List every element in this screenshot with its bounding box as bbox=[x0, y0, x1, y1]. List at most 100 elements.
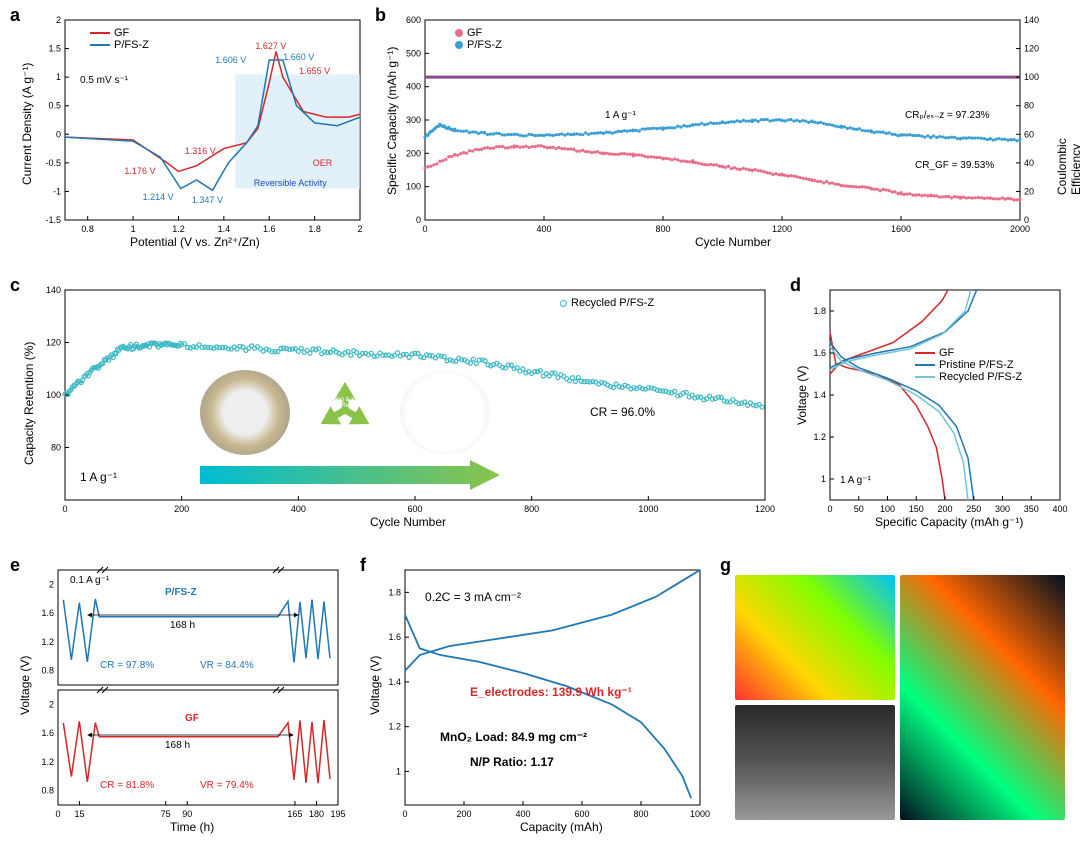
legend-a-pfsz: P/FS-Z bbox=[90, 39, 149, 51]
svg-text:2: 2 bbox=[49, 579, 54, 589]
svg-text:2000: 2000 bbox=[1010, 224, 1030, 234]
svg-text:0: 0 bbox=[62, 504, 67, 514]
svg-text:1.6: 1.6 bbox=[263, 224, 276, 234]
panel-e-bot-label: GF bbox=[185, 713, 199, 724]
panel-b-xlabel: Cycle Number bbox=[695, 235, 771, 249]
svg-text:2: 2 bbox=[49, 699, 54, 709]
svg-text:350: 350 bbox=[1024, 504, 1039, 514]
svg-text:1.4: 1.4 bbox=[813, 390, 826, 400]
gradient-arrow bbox=[200, 460, 500, 490]
svg-text:1.2: 1.2 bbox=[813, 432, 826, 442]
panel-e-ylabel: Voltage (V) bbox=[18, 656, 32, 715]
panel-c-cr: CR = 96.0% bbox=[590, 405, 655, 419]
svg-text:40: 40 bbox=[1024, 158, 1034, 168]
svg-text:150: 150 bbox=[909, 504, 924, 514]
panel-d-chart: 050100150200250300350400 11.21.41.61.8 bbox=[830, 290, 1060, 500]
svg-text:1600: 1600 bbox=[891, 224, 911, 234]
svg-text:15: 15 bbox=[75, 809, 85, 819]
svg-text:100: 100 bbox=[406, 182, 421, 192]
svg-text:1200: 1200 bbox=[755, 504, 775, 514]
svg-text:1000: 1000 bbox=[638, 504, 658, 514]
svg-text:-1.5: -1.5 bbox=[45, 215, 61, 225]
svg-text:1: 1 bbox=[131, 224, 136, 234]
svg-text:-0.5: -0.5 bbox=[45, 158, 61, 168]
panel-b-ylabel-right: Coulombic Efficiency (%) bbox=[1055, 138, 1080, 195]
svg-text:2: 2 bbox=[357, 224, 362, 234]
svg-text:140: 140 bbox=[46, 285, 61, 295]
panel-c-rate: 1 A g⁻¹ bbox=[80, 470, 117, 484]
legend-a-gf: GF bbox=[90, 27, 149, 39]
svg-text:180: 180 bbox=[309, 809, 324, 819]
panel-f-ylabel: Voltage (V) bbox=[368, 656, 382, 715]
svg-text:1: 1 bbox=[821, 474, 826, 484]
svg-text:600: 600 bbox=[407, 504, 422, 514]
panel-c-photo-before bbox=[200, 370, 290, 455]
svg-text:500: 500 bbox=[406, 48, 421, 58]
svg-text:1200: 1200 bbox=[772, 224, 792, 234]
svg-text:600: 600 bbox=[574, 809, 589, 819]
legend-d-pr: Pristine P/FS-Z bbox=[915, 359, 1022, 371]
svg-text:1.5: 1.5 bbox=[48, 44, 61, 54]
panel-e-bot-vr: VR = 79.4% bbox=[200, 780, 254, 791]
svg-text:1000: 1000 bbox=[690, 809, 710, 819]
legend-d-re: Recycled P/FS-Z bbox=[915, 371, 1022, 383]
svg-text:400: 400 bbox=[406, 82, 421, 92]
panel-d-xlabel: Specific Capacity (mAh g⁻¹) bbox=[875, 515, 1023, 529]
svg-text:300: 300 bbox=[995, 504, 1010, 514]
panel-e-xlabel: Time (h) bbox=[170, 820, 214, 834]
panel-c-label: c bbox=[10, 275, 20, 296]
panel-b-rate: 1 A g⁻¹ bbox=[605, 110, 636, 121]
panel-b-ylabel-left: Specific Capacity (mAh g⁻¹) bbox=[385, 47, 399, 195]
svg-text:400: 400 bbox=[1052, 504, 1067, 514]
svg-text:1.8: 1.8 bbox=[308, 224, 321, 234]
svg-text:0: 0 bbox=[55, 809, 60, 819]
panel-e-dur1: 168 h bbox=[170, 620, 195, 631]
svg-text:400: 400 bbox=[536, 224, 551, 234]
svg-text:90: 90 bbox=[182, 809, 192, 819]
svg-text:80: 80 bbox=[1024, 101, 1034, 111]
panel-e-top-cr: CR = 97.8% bbox=[100, 660, 154, 671]
panel-e-top-label: P/FS-Z bbox=[165, 587, 197, 598]
panel-f-rate: 0.2C = 3 mA cm⁻² bbox=[425, 590, 521, 604]
svg-text:20: 20 bbox=[1024, 186, 1034, 196]
svg-text:0.8: 0.8 bbox=[41, 786, 54, 796]
svg-text:1.4: 1.4 bbox=[218, 224, 231, 234]
panel-b-crpfsz: CRₚ/ₑₛ₋ᴢ = 97.23% bbox=[905, 110, 990, 121]
svg-text:75: 75 bbox=[161, 809, 171, 819]
svg-text:60: 60 bbox=[1024, 129, 1034, 139]
svg-text:800: 800 bbox=[633, 809, 648, 819]
svg-text:1.2: 1.2 bbox=[172, 224, 185, 234]
svg-text:0.8: 0.8 bbox=[81, 224, 94, 234]
svg-text:200: 200 bbox=[406, 148, 421, 158]
svg-text:1.6: 1.6 bbox=[41, 728, 54, 738]
svg-text:1.2: 1.2 bbox=[388, 722, 401, 732]
panel-a-scanrate: 0.5 mV s⁻¹ bbox=[80, 75, 128, 86]
svg-text:200: 200 bbox=[174, 504, 189, 514]
panel-g-photo2 bbox=[735, 705, 895, 820]
svg-text:80: 80 bbox=[51, 443, 61, 453]
panel-e-rate: 0.1 A g⁻¹ bbox=[70, 575, 109, 586]
panel-f-energy: E_electrodes: 139.9 Wh kg⁻¹ bbox=[470, 685, 632, 699]
panel-e-chart: 0157590165180195 0.81.21.62 0.81.21.62 bbox=[58, 570, 338, 805]
svg-text:165: 165 bbox=[287, 809, 302, 819]
panel-d-ylabel: Voltage (V) bbox=[795, 366, 809, 425]
svg-text:1.8: 1.8 bbox=[813, 306, 826, 316]
svg-text:-1: -1 bbox=[53, 186, 61, 196]
svg-text:400: 400 bbox=[291, 504, 306, 514]
svg-text:0.5: 0.5 bbox=[48, 101, 61, 111]
svg-text:50: 50 bbox=[854, 504, 864, 514]
svg-text:0: 0 bbox=[56, 129, 61, 139]
svg-text:200: 200 bbox=[937, 504, 952, 514]
panel-c-photo-after bbox=[400, 370, 490, 455]
panel-e-top-vr: VR = 84.4% bbox=[200, 660, 254, 671]
svg-text:2: 2 bbox=[56, 15, 61, 25]
svg-text:0: 0 bbox=[1024, 215, 1029, 225]
panel-f-xlabel: Capacity (mAh) bbox=[520, 820, 603, 834]
panel-e-bot-cr: CR = 81.8% bbox=[100, 780, 154, 791]
panel-f-mno2: MnO₂ Load: 84.9 mg cm⁻² bbox=[440, 730, 587, 744]
svg-text:0: 0 bbox=[422, 224, 427, 234]
panel-a-ylabel: Current Density (A g⁻¹) bbox=[20, 63, 34, 185]
svg-text:1.4: 1.4 bbox=[388, 677, 401, 687]
svg-text:0: 0 bbox=[416, 215, 421, 225]
panel-f-np: N/P Ratio: 1.17 bbox=[470, 755, 554, 769]
